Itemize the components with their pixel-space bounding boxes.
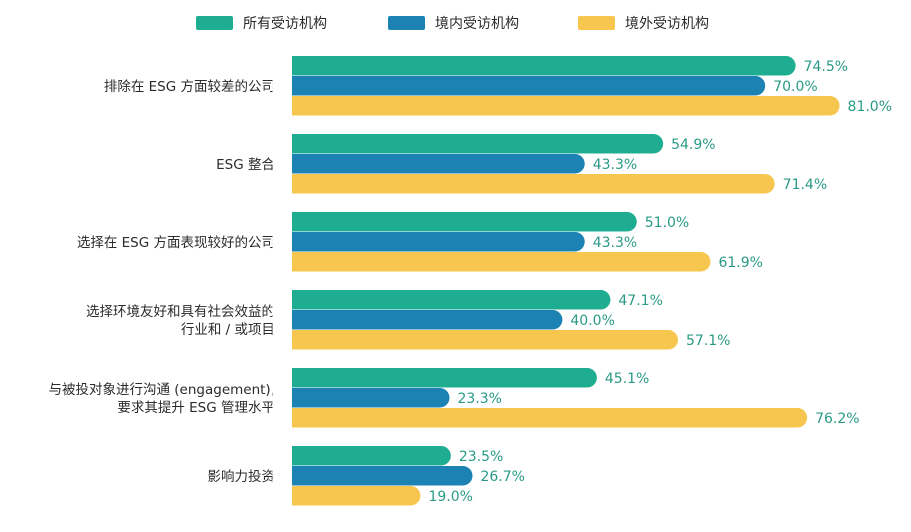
value-label-overseas: 71.4%: [783, 177, 827, 193]
legend-swatch-overseas: [578, 16, 615, 30]
bar-domestic: [282, 154, 585, 174]
value-label-domestic: 23.3%: [458, 391, 502, 407]
category-label: 选择环境友好和具有社会效益的: [86, 304, 275, 320]
axis-mask: [272, 40, 292, 525]
category-label: 排除在 ESG 方面较差的公司: [104, 79, 275, 95]
category-label: 要求其提升 ESG 管理水平: [117, 400, 275, 416]
value-label-all: 54.9%: [671, 137, 715, 153]
bar-overseas: [282, 486, 421, 506]
bar-overseas: [282, 330, 678, 350]
bar-all: [282, 212, 637, 232]
category-label: 影响力投资: [208, 469, 276, 485]
value-label-overseas: 81.0%: [848, 99, 892, 115]
value-label-overseas: 19.0%: [428, 489, 472, 505]
value-label-domestic: 40.0%: [570, 313, 614, 329]
bar-domestic: [282, 76, 766, 96]
bar-domestic: [282, 466, 473, 486]
bar-overseas: [282, 174, 775, 194]
legend: 所有受访机构 境内受访机构 境外受访机构: [196, 16, 709, 32]
legend-label-domestic: 境内受访机构: [435, 16, 519, 32]
value-label-overseas: 61.9%: [718, 255, 762, 271]
value-label-domestic: 43.3%: [593, 157, 637, 173]
value-label-all: 45.1%: [605, 371, 649, 387]
bar-domestic: [282, 388, 450, 408]
legend-swatch-domestic: [388, 16, 425, 30]
value-label-domestic: 26.7%: [480, 469, 524, 485]
bar-all: [282, 56, 796, 76]
category-label: ESG 整合: [216, 157, 275, 173]
bar-all: [282, 290, 611, 310]
legend-swatch-all: [196, 16, 233, 30]
value-labels: 74.5% 70.0% 81.0% 54.9% 43.3% 71.4% 51.0% 43.3%…: [428, 59, 892, 505]
value-label-all: 47.1%: [618, 293, 662, 309]
category-label: 与被投对象进行沟通 (engagement),: [48, 382, 275, 398]
legend-label-overseas: 境外受访机构: [625, 16, 709, 32]
value-label-overseas: 76.2%: [815, 411, 859, 427]
bar-domestic: [282, 232, 585, 252]
bar-all: [282, 134, 664, 154]
bar-all: [282, 368, 597, 388]
category-label: 选择在 ESG 方面表现较好的公司: [77, 235, 275, 251]
value-label-all: 74.5%: [804, 59, 848, 75]
bar-overseas: [282, 96, 840, 116]
value-label-domestic: 70.0%: [773, 79, 817, 95]
value-label-all: 51.0%: [645, 215, 689, 231]
value-label-domestic: 43.3%: [593, 235, 637, 251]
bars: [272, 40, 840, 525]
bar-overseas: [282, 408, 808, 428]
legend-label-all: 所有受访机构: [243, 16, 327, 32]
bar-domestic: [282, 310, 563, 330]
bar-overseas: [282, 252, 711, 272]
value-label-all: 23.5%: [459, 449, 503, 465]
value-label-overseas: 57.1%: [686, 333, 730, 349]
bar-all: [282, 446, 451, 466]
category-label: 行业和 / 或项目: [181, 322, 275, 338]
